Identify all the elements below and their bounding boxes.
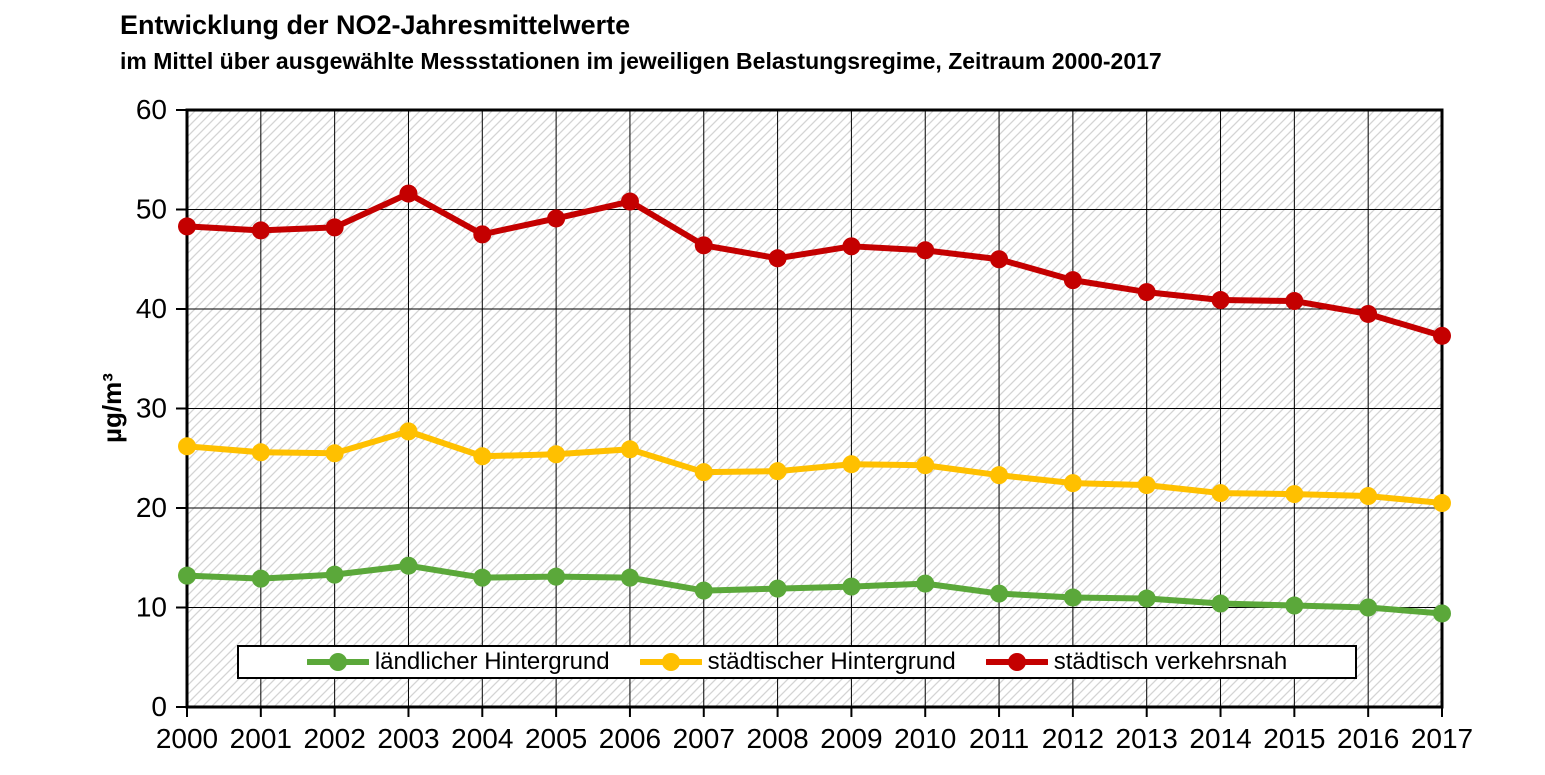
- legend-item-label: städtischer Hintergrund: [707, 648, 956, 675]
- data-point: [399, 556, 418, 575]
- y-tick-label: 60: [136, 94, 167, 125]
- y-tick-label: 30: [136, 393, 167, 424]
- data-point: [768, 462, 787, 481]
- data-point: [1359, 304, 1378, 323]
- data-point: [1285, 596, 1304, 615]
- data-point: [1137, 589, 1156, 608]
- legend-item: städtischer Hintergrund: [639, 648, 956, 676]
- data-point: [768, 579, 787, 598]
- x-tick-label: 2002: [303, 723, 365, 754]
- data-point: [842, 577, 861, 596]
- data-point: [916, 241, 935, 260]
- data-point: [1063, 474, 1082, 493]
- data-point: [178, 437, 196, 456]
- data-point: [990, 250, 1009, 269]
- chart-subtitle: im Mittel über ausgewählte Messstationen…: [120, 48, 1162, 74]
- data-point: [768, 249, 787, 268]
- data-point: [325, 444, 344, 463]
- data-point: [473, 568, 492, 587]
- x-tick-label: 2004: [451, 723, 513, 754]
- data-point: [1359, 598, 1378, 617]
- x-tick-label: 2009: [820, 723, 882, 754]
- legend-item-label: städtisch verkehrsnah: [1053, 648, 1288, 675]
- data-point: [694, 581, 713, 600]
- x-tick-label: 2013: [1116, 723, 1178, 754]
- x-tick-label: 2003: [377, 723, 439, 754]
- data-point: [916, 574, 935, 593]
- y-tick-label: 0: [151, 691, 167, 722]
- x-tick-label: 2015: [1263, 723, 1325, 754]
- x-tick-label: 2017: [1411, 723, 1473, 754]
- x-tick-label: 2014: [1189, 723, 1251, 754]
- x-tick-label: 2008: [746, 723, 808, 754]
- legend-marker-icon: [639, 653, 702, 671]
- series-line: [184, 562, 1445, 617]
- data-point: [325, 218, 344, 237]
- data-point: [1137, 476, 1156, 495]
- data-point: [990, 466, 1009, 485]
- series-line: [184, 428, 1445, 507]
- data-point: [1211, 291, 1230, 310]
- data-point: [916, 456, 935, 475]
- x-tick-label: 2016: [1337, 723, 1399, 754]
- data-point: [251, 221, 270, 240]
- data-point: [1137, 283, 1156, 302]
- x-tick-label: 2007: [673, 723, 735, 754]
- y-tick-label: 50: [136, 194, 167, 225]
- data-point: [694, 236, 713, 255]
- data-point: [1211, 594, 1230, 613]
- data-point: [473, 447, 492, 466]
- data-point: [178, 217, 196, 236]
- data-point: [1063, 588, 1082, 607]
- data-point: [842, 455, 861, 474]
- data-point: [1359, 487, 1378, 506]
- data-point: [1063, 271, 1082, 290]
- data-point: [251, 569, 270, 588]
- legend: ländlicher Hintergrund städtischer Hinter…: [237, 645, 1357, 679]
- data-point: [842, 237, 861, 256]
- data-point: [1433, 326, 1451, 345]
- x-tick-label: 2012: [1042, 723, 1104, 754]
- data-point: [1433, 604, 1451, 623]
- data-point: [473, 225, 492, 244]
- data-point: [325, 565, 344, 584]
- data-point: [620, 568, 639, 587]
- legend-item: städtisch verkehrsnah: [985, 648, 1288, 676]
- data-point: [1211, 484, 1230, 503]
- legend-marker-icon: [985, 653, 1048, 671]
- legend-item-label: ländlicher Hintergrund: [374, 648, 610, 675]
- legend-marker-icon: [306, 653, 369, 671]
- data-point: [694, 463, 713, 482]
- data-point: [620, 192, 639, 211]
- data-point: [178, 566, 196, 585]
- x-tick-label: 2011: [969, 723, 1029, 754]
- data-point: [547, 567, 566, 586]
- data-point: [547, 445, 566, 464]
- data-point: [1285, 292, 1304, 311]
- data-point: [620, 440, 639, 459]
- legend-item: ländlicher Hintergrund: [306, 648, 610, 676]
- data-point: [251, 443, 270, 462]
- y-tick-label: 10: [136, 592, 167, 623]
- data-point: [990, 584, 1009, 603]
- series-line: [184, 190, 1445, 339]
- data-point: [1285, 485, 1304, 504]
- data-point: [399, 422, 418, 441]
- chart-title: Entwicklung der NO2-Jahresmittelwerte: [120, 10, 631, 40]
- x-tick-label: 2010: [894, 723, 956, 754]
- data-point: [1433, 494, 1451, 513]
- x-tick-label: 2000: [156, 723, 218, 754]
- y-tick-label: 20: [136, 492, 167, 523]
- data-point: [399, 184, 418, 203]
- data-point: [547, 209, 566, 228]
- y-tick-label: 40: [136, 293, 167, 324]
- x-tick-label: 2006: [599, 723, 661, 754]
- x-tick-label: 2001: [230, 723, 292, 754]
- x-tick-label: 2005: [525, 723, 587, 754]
